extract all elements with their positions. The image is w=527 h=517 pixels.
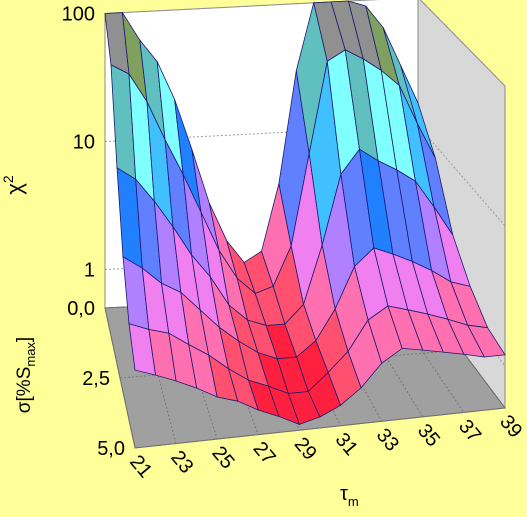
- y-tick-label: 5,0: [97, 438, 125, 460]
- y-label-sub: max: [23, 342, 38, 367]
- x-label-sub: m: [348, 494, 359, 509]
- grid-line: [104, 0, 506, 87]
- y-label-text: σ[%S: [14, 367, 35, 414]
- z-tick-label: 10: [73, 131, 95, 153]
- grid-line: [313, 297, 383, 422]
- z-label-sup: 2: [0, 175, 16, 183]
- z-axis-label: χ2: [0, 175, 27, 195]
- z-label-text: χ: [2, 183, 27, 195]
- y-axis-label: σ[%Smax]: [14, 337, 38, 413]
- z-tick-label: 100: [62, 3, 95, 25]
- y-label-end: ]: [14, 337, 35, 342]
- x-label-text: τ: [340, 483, 348, 505]
- grid-line: [208, 302, 259, 435]
- z-tick-label: 1: [84, 259, 95, 281]
- y-tick-label: 0,0: [67, 298, 95, 320]
- y-tick-label: 2,5: [82, 368, 110, 390]
- x-axis-label: τm: [340, 483, 359, 509]
- grid-line: [174, 304, 218, 440]
- surface: [104, 0, 506, 426]
- surface-cell: [466, 324, 506, 358]
